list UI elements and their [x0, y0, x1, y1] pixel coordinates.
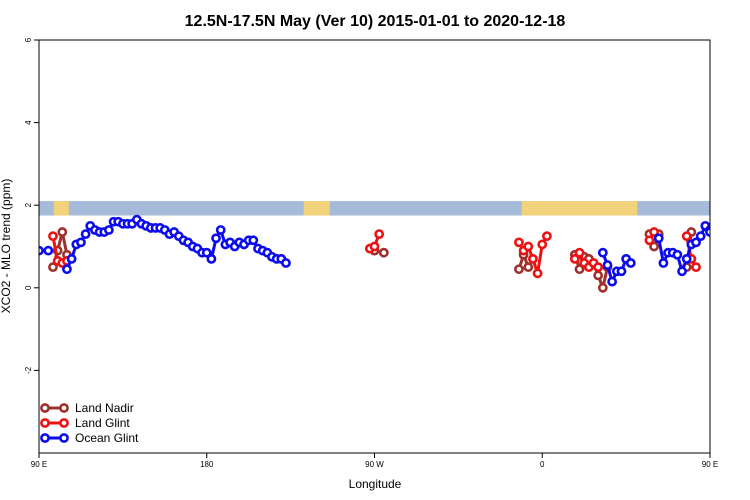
ocean-glint-point — [691, 237, 701, 248]
land-glint-point — [644, 235, 655, 246]
legend-label: Ocean Glint — [75, 431, 139, 445]
ocean-glint-point — [66, 253, 77, 264]
ocean-glint-point — [672, 249, 683, 260]
x-tick-label: 90 E — [702, 460, 718, 469]
land-nadir-point — [378, 247, 389, 258]
land-glint-point — [649, 227, 659, 237]
chart-title: 12.5N-17.5N May (Ver 10) 2015-01-01 to 2… — [185, 13, 566, 30]
land-glint-point — [369, 241, 380, 252]
ocean-glint-point — [616, 266, 627, 277]
ocean-glint-point — [211, 233, 221, 244]
y-tick-label: 6 — [24, 37, 33, 42]
y-tick-label: 2 — [24, 202, 33, 207]
y-tick-label: 4 — [24, 120, 33, 125]
x-axis: 90 E 180 90 W 0 90 E — [31, 453, 718, 469]
land-nadir-point — [48, 262, 58, 273]
ocean-glint-point — [709, 230, 710, 234]
ocean-glint-point — [681, 253, 692, 264]
land-glint-point — [374, 229, 385, 240]
y-axis: -2 0 2 4 6 — [24, 37, 39, 374]
series-land-nadir — [48, 227, 697, 294]
ocean-glint-point — [720, 218, 727, 225]
land-glint-point — [542, 231, 552, 242]
ocean-glint-point — [739, 220, 746, 227]
land-glint-point — [593, 262, 604, 273]
ocean-glint-point — [695, 231, 706, 242]
ocean-glint-point — [625, 258, 636, 268]
ocean-glint-point — [248, 235, 259, 246]
land-patch-0 — [53, 201, 69, 216]
ocean-glint-point — [80, 229, 91, 240]
ocean-glint-point — [602, 260, 613, 270]
legend-swatch-point — [40, 418, 50, 428]
land-nadir-point — [593, 270, 604, 281]
land-nadir-point — [597, 282, 608, 293]
ocean-glint-point — [62, 264, 72, 275]
ocean-glint-point — [658, 258, 669, 268]
legend-item-land-glint: Land Glint — [40, 416, 130, 430]
legend-swatch-point — [59, 418, 69, 428]
land-nadir-point — [523, 262, 534, 273]
legend-label: Land Nadir — [75, 401, 134, 415]
land-glint-point — [514, 237, 524, 248]
land-glint-point — [574, 247, 585, 258]
ocean-glint-point — [215, 225, 226, 235]
series-ocean-glint — [39, 214, 746, 287]
y-axis-label: XCO2 - MLO trend (ppm) — [0, 179, 13, 314]
land-patch-3 — [714, 201, 729, 215]
x-axis-label: Longitude — [349, 477, 402, 491]
legend-swatch-point — [40, 403, 50, 413]
land-patch-1 — [303, 201, 330, 216]
legend-swatch-point — [40, 433, 50, 443]
land-glint-point — [48, 231, 58, 242]
ocean-glint-point — [653, 233, 664, 244]
ocean-glint-point — [705, 227, 710, 237]
ocean-glint-point — [597, 247, 608, 258]
land-glint-point — [569, 253, 580, 264]
ocean-glint-point — [103, 225, 114, 235]
land-nadir-point — [57, 227, 68, 237]
land-nadir-point — [574, 264, 585, 275]
ocean-glint-point — [716, 226, 723, 233]
ocean-glint-line-4 — [710, 222, 743, 232]
land-nadir-point — [649, 241, 659, 252]
ocean-glint-point — [43, 245, 54, 256]
legend-item-ocean-glint: Ocean Glint — [40, 431, 139, 445]
land-glint-point — [532, 268, 543, 279]
land-glint-point — [691, 262, 701, 273]
land-glint-point — [537, 239, 548, 250]
land-nadir-point — [514, 264, 524, 275]
y-tick-label: 0 — [24, 285, 33, 290]
legend-swatch-point — [59, 403, 69, 413]
ocean-glint-point — [730, 220, 737, 227]
ocean-glint-point — [206, 253, 217, 264]
ocean-glint-point — [607, 276, 618, 287]
x-tick-label: 90 E — [31, 460, 47, 469]
ocean-glint-point — [201, 247, 212, 258]
ocean-glint-point — [76, 237, 86, 248]
legend-swatch-point — [59, 433, 69, 443]
legend-label: Land Glint — [75, 416, 130, 430]
land-glint-point — [528, 253, 538, 264]
land-glint-point — [681, 231, 692, 242]
y-tick-label: -2 — [24, 366, 33, 374]
x-tick-label: 90 W — [365, 460, 384, 469]
x-tick-label: 0 — [540, 460, 545, 469]
ocean-glint-point — [725, 218, 732, 225]
land-glint-point — [523, 241, 534, 252]
series-layer — [39, 214, 746, 294]
ocean-glint-point — [281, 258, 291, 268]
land-patch-2 — [521, 201, 638, 216]
ocean-glint-point — [734, 220, 741, 227]
land-ocean-band — [39, 201, 729, 216]
ocean-glint-point — [677, 266, 687, 277]
legend-item-land-nadir: Land Nadir — [40, 401, 134, 415]
x-tick-label: 180 — [200, 460, 214, 469]
land-glint-point — [716, 233, 723, 240]
